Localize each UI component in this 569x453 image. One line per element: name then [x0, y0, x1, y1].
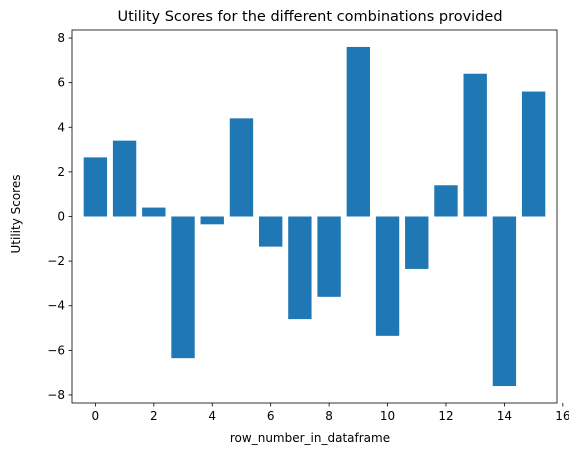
- y-tick-label: −6: [47, 343, 65, 357]
- y-tick-label: −8: [47, 388, 65, 402]
- y-tick-label: 8: [57, 31, 65, 45]
- bars-group: [83, 46, 546, 387]
- bar-10: [375, 216, 400, 336]
- bar-8: [317, 216, 341, 297]
- bar-1: [112, 140, 137, 217]
- x-tick-label: 8: [325, 409, 333, 423]
- bar-11: [405, 216, 429, 269]
- bar-6: [258, 216, 283, 247]
- x-tick-label: 0: [92, 409, 100, 423]
- x-tick-label: 6: [267, 409, 275, 423]
- x-axis-ticks: 0 2 4 6 8 10 12 14 16: [92, 403, 569, 423]
- bar-7: [288, 216, 312, 320]
- y-tick-label: 6: [57, 76, 65, 90]
- x-axis-label: row_number_in_dataframe: [230, 431, 390, 445]
- y-tick-label: −4: [47, 299, 65, 313]
- x-tick-label: 4: [208, 409, 216, 423]
- y-tick-label: −2: [47, 254, 65, 268]
- y-tick-label: 2: [57, 165, 65, 179]
- chart-title: Utility Scores for the different combina…: [117, 9, 502, 25]
- bar-13: [463, 73, 487, 217]
- y-tick-label: 4: [57, 120, 65, 134]
- bar-14: [492, 216, 517, 387]
- bar-15: [521, 91, 546, 217]
- y-axis-label: Utility Scores: [9, 175, 23, 254]
- bar-12: [434, 185, 458, 217]
- x-tick-label: 2: [150, 409, 158, 423]
- bar-5: [229, 118, 254, 217]
- bar-9: [346, 46, 371, 217]
- y-tick-label: 0: [57, 210, 65, 224]
- x-tick-label: 10: [380, 409, 395, 423]
- x-tick-label: 14: [497, 409, 512, 423]
- bar-4: [200, 216, 224, 225]
- x-tick-label: 12: [438, 409, 453, 423]
- bar-0: [83, 157, 108, 217]
- bar-3: [171, 216, 195, 359]
- bar-2: [142, 207, 166, 217]
- plot-frame: [71, 29, 558, 404]
- y-axis-ticks: −8 −6 −4 −2 0 2 4 6 8: [47, 31, 72, 402]
- x-tick-label: 16: [555, 409, 569, 423]
